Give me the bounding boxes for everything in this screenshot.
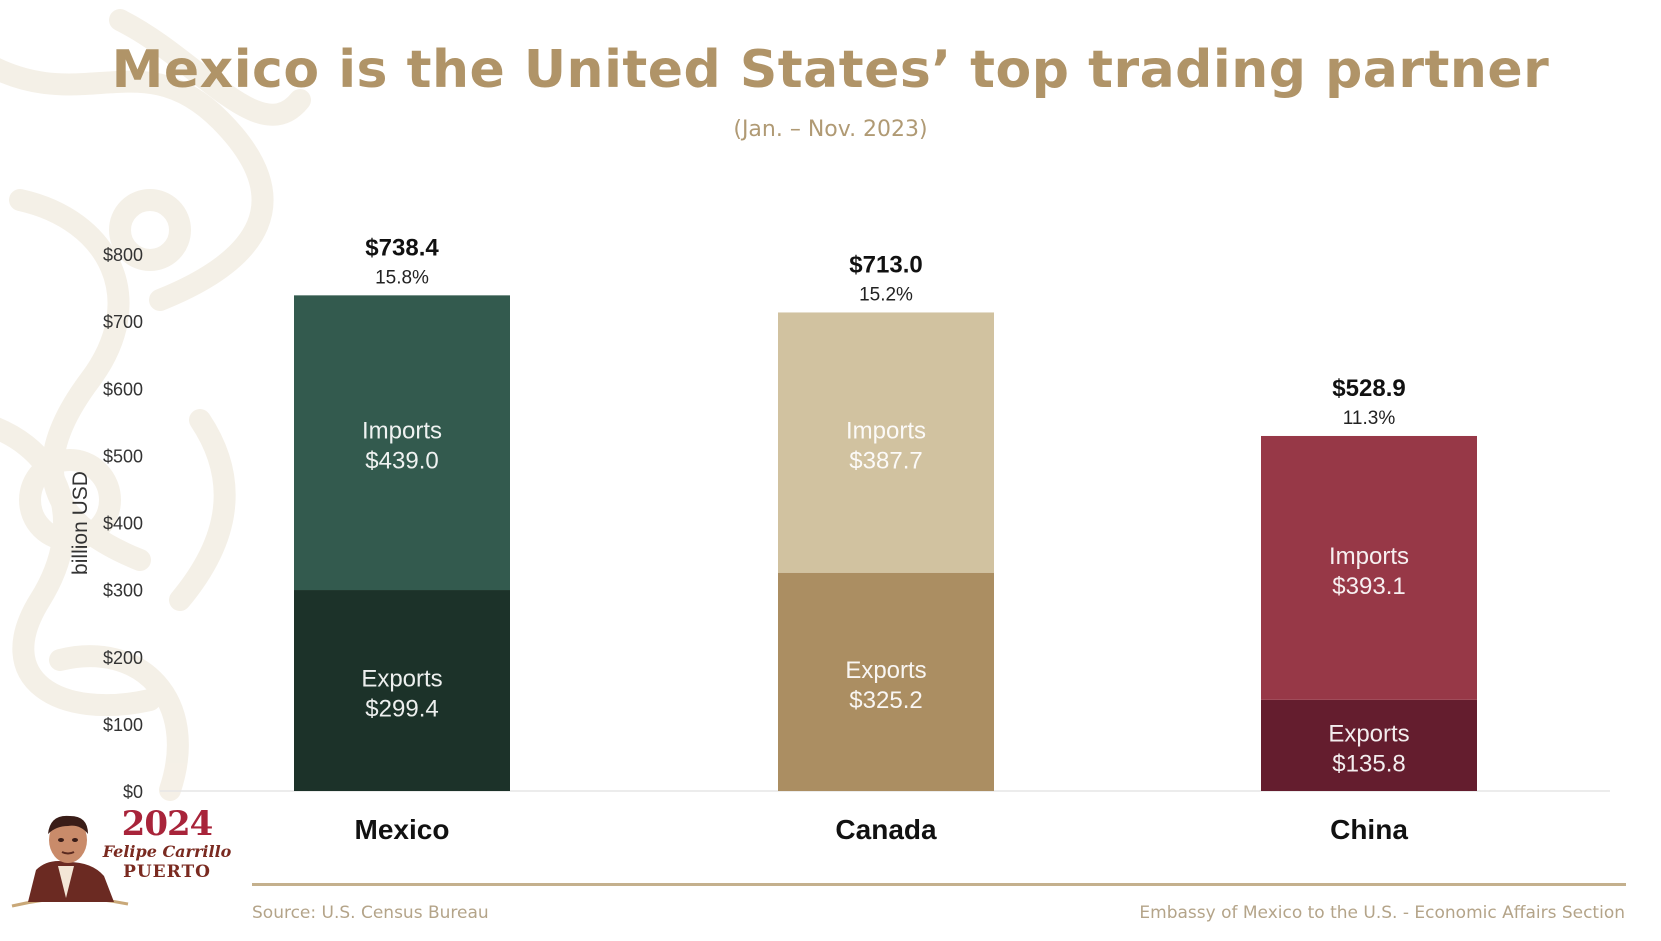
y-tick-label: $800 <box>103 245 143 265</box>
portrait-seal-icon <box>11 815 129 908</box>
segment-series-label: Exports <box>1328 720 1409 747</box>
y-tick-label: $0 <box>123 782 143 802</box>
y-tick-label: $300 <box>103 581 143 601</box>
chart-subtitle: (Jan. – Nov. 2023) <box>733 117 928 142</box>
logo: 2024 Felipe Carrillo PUERTO <box>10 806 231 912</box>
segment-value-label: $393.1 <box>1332 573 1405 600</box>
bar-imports-canada <box>778 312 994 573</box>
segment-series-label: Imports <box>846 418 926 445</box>
bar-imports-mexico <box>294 295 510 591</box>
chart-title: Mexico is the United States’ top trading… <box>111 40 1550 100</box>
segment-value-label: $387.7 <box>849 448 922 475</box>
bar-share-label: 15.2% <box>859 284 913 305</box>
y-tick-label: $100 <box>103 715 143 735</box>
logo-name: Felipe Carrillo <box>102 842 232 861</box>
x-tick-label: China <box>1330 814 1408 845</box>
x-tick-label: Canada <box>835 814 937 845</box>
logo-wordmark: 2024 Felipe Carrillo PUERTO <box>102 806 232 882</box>
y-tick-label: $700 <box>103 312 143 332</box>
footer-divider <box>252 883 1626 886</box>
segment-series-label: Imports <box>1329 543 1409 570</box>
segment-value-label: $325.2 <box>849 687 922 714</box>
bar-share-label: 15.8% <box>375 267 429 288</box>
bar-exports-canada <box>778 572 994 791</box>
segment-value-label: $135.8 <box>1332 750 1405 777</box>
bar-share-label: 11.3% <box>1343 408 1396 429</box>
y-axis-ticks: $0 $100 $200 $300 $400 $500 $600 $700 $800 <box>103 245 143 802</box>
x-axis-labels: Mexico Canada China <box>355 814 1409 845</box>
segment-value-label: $439.0 <box>365 448 438 475</box>
bar-group: Exports $299.4 Imports $439.0 $738.4 15.8% Exp… <box>294 234 1477 791</box>
segment-series-label: Exports <box>845 657 926 684</box>
bar-imports-china <box>1261 435 1477 700</box>
y-tick-label: $400 <box>103 514 143 534</box>
logo-year: 2024 <box>121 804 214 844</box>
footer-credit: Embassy of Mexico to the U.S. - Economic… <box>1139 903 1625 923</box>
x-tick-label: Mexico <box>355 814 450 845</box>
segment-value-label: $299.4 <box>365 696 438 723</box>
footer-source: Source: U.S. Census Bureau <box>252 903 489 923</box>
segment-series-label: Exports <box>361 666 442 693</box>
y-axis-label: billion USD <box>69 471 92 575</box>
bar-exports-mexico <box>294 590 510 791</box>
y-tick-label: $500 <box>103 446 143 466</box>
segment-series-label: Imports <box>362 418 442 445</box>
logo-surname: PUERTO <box>123 862 211 882</box>
bar-total-label: $528.9 <box>1332 375 1405 402</box>
bar-total-label: $738.4 <box>365 234 439 261</box>
bar-exports-china <box>1261 699 1477 791</box>
y-tick-label: $200 <box>103 648 143 668</box>
bar-total-label: $713.0 <box>849 251 922 278</box>
y-tick-label: $600 <box>103 379 143 399</box>
